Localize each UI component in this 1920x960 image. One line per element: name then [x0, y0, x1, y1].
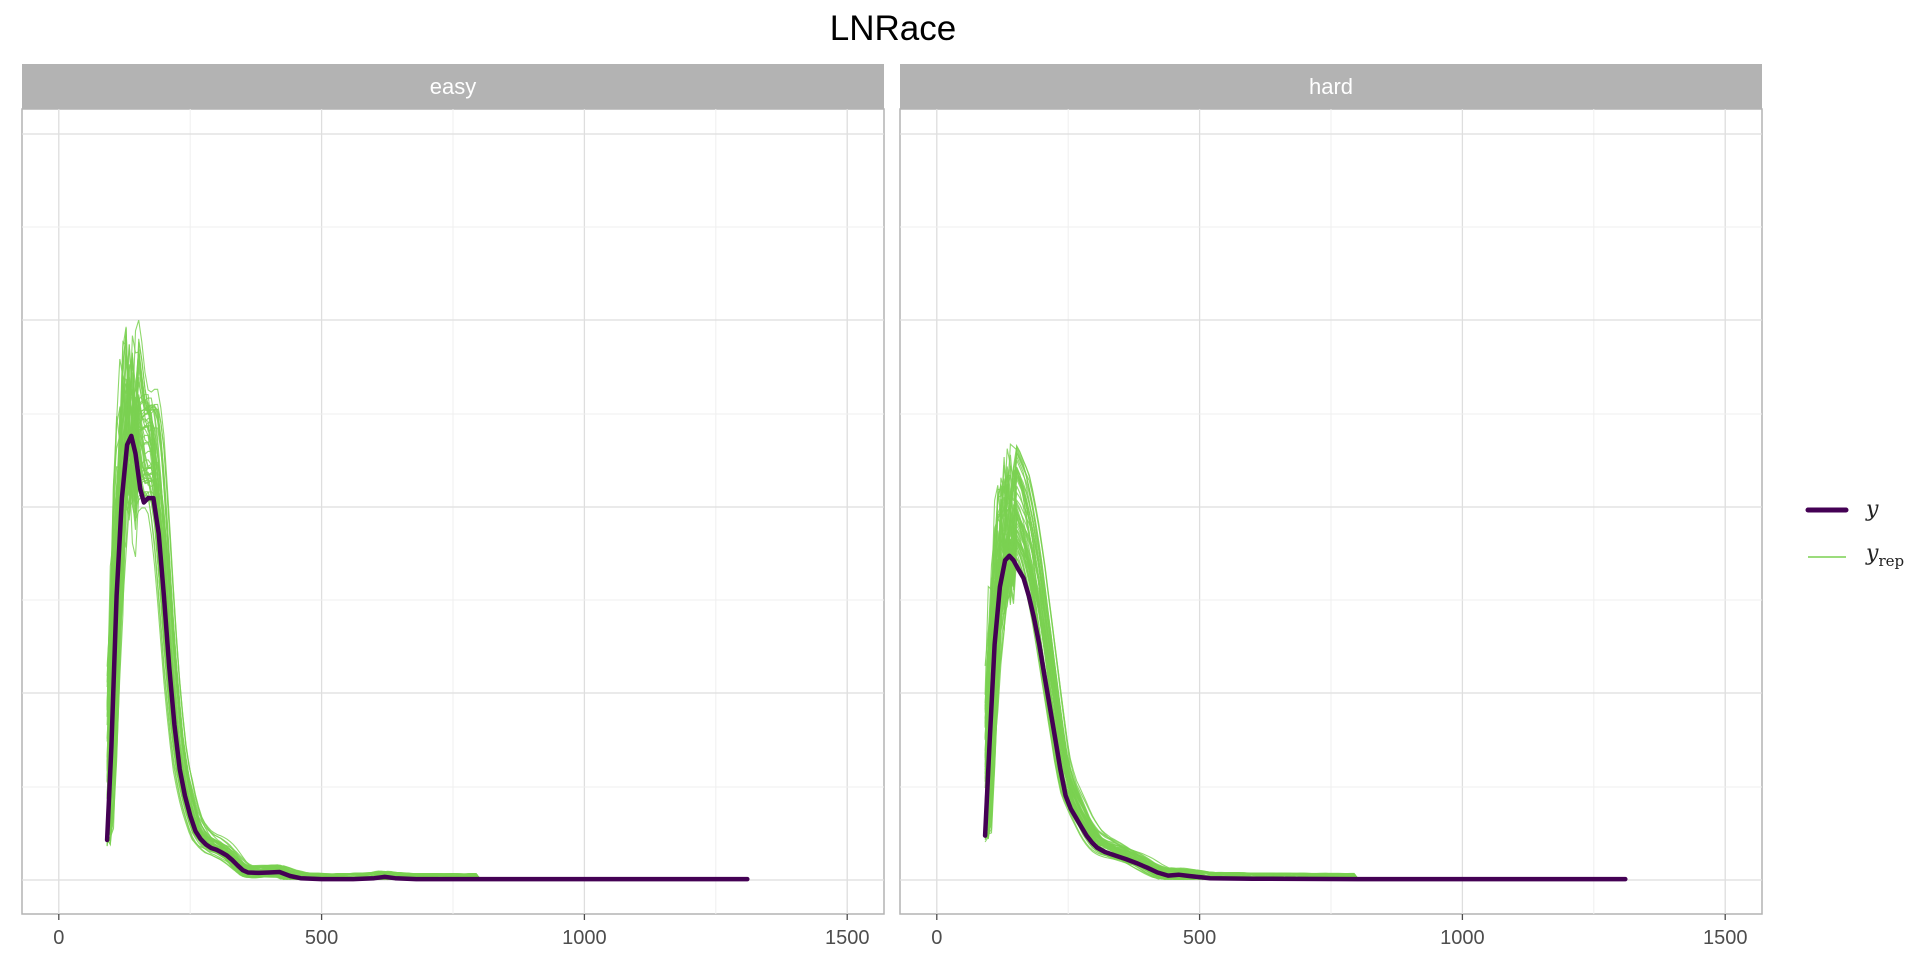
strip-background [22, 64, 884, 109]
x-tick-label-0: 0 [53, 927, 64, 949]
x-tick-label-1: 500 [1183, 927, 1216, 949]
x-axis-ticks: 0 500 1000 1500 [931, 914, 1747, 949]
x-axis-ticks: 0 500 1000 1500 [53, 914, 869, 949]
legend-label-y: y [1865, 497, 1879, 522]
x-tick-label-3: 1500 [1703, 927, 1748, 949]
chart-title: LNRace [830, 9, 956, 48]
y-line [982, 553, 1628, 882]
strip-label-easy: easy [430, 74, 476, 99]
y-line [104, 433, 750, 882]
strip-label-hard: hard [1309, 74, 1353, 99]
y-line-group [104, 433, 750, 882]
x-tick-label-1: 500 [305, 927, 338, 949]
facet-panel-easy: easy 0 500 1000 1500 [21, 64, 885, 949]
strip-background [900, 64, 1762, 109]
x-tick-label-2: 1000 [562, 927, 607, 949]
facet-panel-hard: hard 0 500 1000 1500 [899, 64, 1763, 949]
x-tick-label-3: 1500 [825, 927, 870, 949]
y-line-group [982, 553, 1628, 882]
x-tick-label-0: 0 [931, 927, 942, 949]
x-tick-label-2: 1000 [1440, 927, 1485, 949]
legend-label-yrep: yrep [1865, 541, 1904, 570]
legend: y yrep [1805, 497, 1904, 570]
